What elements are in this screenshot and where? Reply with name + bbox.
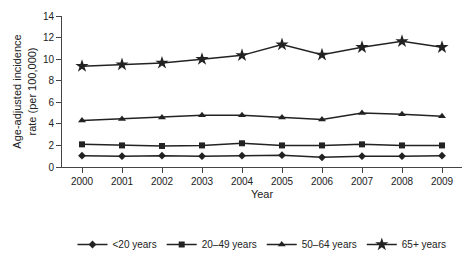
svg-text:2006: 2006 (311, 176, 334, 187)
svg-text:0: 0 (48, 162, 54, 173)
svg-text:50–64 years: 50–64 years (302, 239, 357, 250)
svg-text:65+ years: 65+ years (402, 239, 446, 250)
svg-text:2007: 2007 (351, 176, 374, 187)
svg-text:12: 12 (43, 32, 55, 43)
svg-text:14: 14 (43, 11, 55, 22)
svg-text:2: 2 (48, 140, 54, 151)
svg-text:8: 8 (48, 75, 54, 86)
svg-text:Age-adjusted incidencerate (pe: Age-adjusted incidencerate (per 100,000) (11, 34, 37, 148)
svg-text:4: 4 (48, 118, 54, 129)
svg-text:20–49 years: 20–49 years (202, 239, 257, 250)
svg-text:10: 10 (43, 54, 55, 65)
svg-text:2004: 2004 (231, 176, 254, 187)
svg-text:2008: 2008 (391, 176, 414, 187)
svg-text:2005: 2005 (271, 176, 294, 187)
svg-text:2002: 2002 (151, 176, 174, 187)
svg-text:<20 years: <20 years (113, 239, 157, 250)
svg-text:2001: 2001 (111, 176, 134, 187)
svg-text:2003: 2003 (191, 176, 214, 187)
svg-text:2000: 2000 (71, 176, 94, 187)
svg-text:Year: Year (251, 188, 274, 200)
svg-text:6: 6 (48, 97, 54, 108)
svg-text:2009: 2009 (431, 176, 454, 187)
